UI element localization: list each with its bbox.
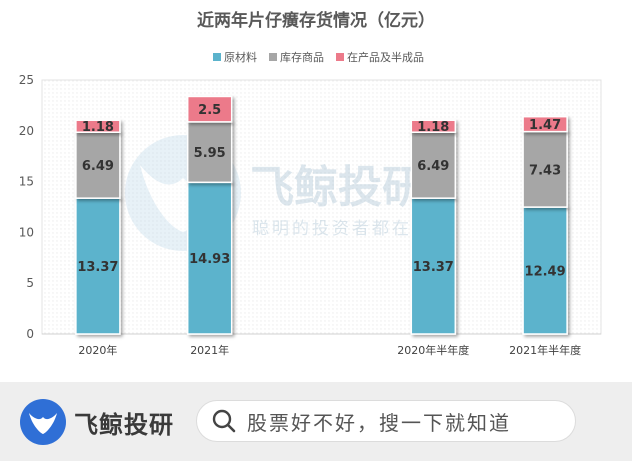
footer-bar: 飞鲸投研 股票好不好，搜一下就知道 xyxy=(0,382,632,461)
y-tick-label-1: 5 xyxy=(26,276,34,290)
plot-area xyxy=(41,79,602,335)
y-tick-label-4: 20 xyxy=(19,124,34,138)
y-tick-label-0: 0 xyxy=(26,327,34,341)
y-tick-label-3: 15 xyxy=(19,175,34,189)
legend-label-1: 库存商品 xyxy=(280,50,324,64)
data-label-2-3: 1.18 xyxy=(417,120,449,135)
legend-swatch-2 xyxy=(336,53,344,61)
legend-swatch-1 xyxy=(269,53,277,61)
x-tick-label-3: 2020年半年度 xyxy=(397,343,469,357)
legend-label-0: 原材料 xyxy=(224,50,257,64)
y-tick-label-2: 10 xyxy=(19,225,34,239)
search-input[interactable]: 股票好不好，搜一下就知道 xyxy=(196,400,576,442)
search-placeholder: 股票好不好，搜一下就知道 xyxy=(247,410,511,435)
search-icon xyxy=(212,409,236,433)
data-label-1-3: 6.49 xyxy=(417,159,449,174)
x-tick-label-1: 2021年 xyxy=(190,343,229,357)
whale-logo-icon xyxy=(20,399,66,445)
y-tick-label-5: 25 xyxy=(19,73,34,87)
watermark-whale-icon xyxy=(140,165,226,232)
chart-area: 近两年片仔癀存货情况（亿元） 原材料 库存商品 在产品及半成品飞鲸投研聪明的投资者都在… xyxy=(19,10,602,357)
data-label-2-1: 2.5 xyxy=(198,103,221,118)
stacked-bar-chart: 近两年片仔癀存货情况（亿元） 原材料 库存商品 在产品及半成品飞鲸投研聪明的投资者都在… xyxy=(19,10,602,357)
x-tick-label-4: 2021年半年度 xyxy=(509,343,581,357)
x-tick-label-0: 2020年 xyxy=(78,343,117,357)
bar-0-3 xyxy=(410,197,457,335)
bar-2-4 xyxy=(522,115,568,133)
data-label-1-4: 7.43 xyxy=(529,163,561,178)
bar-1-4 xyxy=(522,130,568,208)
bar-1-3 xyxy=(410,131,457,199)
legend-swatch-0 xyxy=(213,53,221,61)
data-label-0-1: 14.93 xyxy=(189,252,230,267)
bar-2-1 xyxy=(186,95,233,123)
bar-2-3 xyxy=(410,119,457,133)
data-label-2-4: 1.47 xyxy=(529,118,561,133)
bar-2-0 xyxy=(75,119,121,133)
data-label-2-0: 1.18 xyxy=(82,120,114,135)
data-label-0-3: 13.37 xyxy=(413,260,454,275)
watermark-brand: 飞鲸投研 xyxy=(250,162,426,213)
watermark-slogan: 聪明的投资者都在关注 xyxy=(252,219,452,239)
data-label-0-4: 12.49 xyxy=(525,265,566,280)
data-label-0-0: 13.37 xyxy=(77,260,118,275)
footer-brand[interactable]: 飞鲸投研 xyxy=(20,396,174,448)
data-label-1-1: 5.95 xyxy=(194,146,226,161)
chart-title: 近两年片仔癀存货情况（亿元） xyxy=(197,10,435,31)
legend-label-2: 在产品及半成品 xyxy=(347,50,424,64)
footer-brand-name: 飞鲸投研 xyxy=(74,410,174,439)
bar-0-0 xyxy=(75,197,121,335)
data-label-1-0: 6.49 xyxy=(82,159,114,174)
